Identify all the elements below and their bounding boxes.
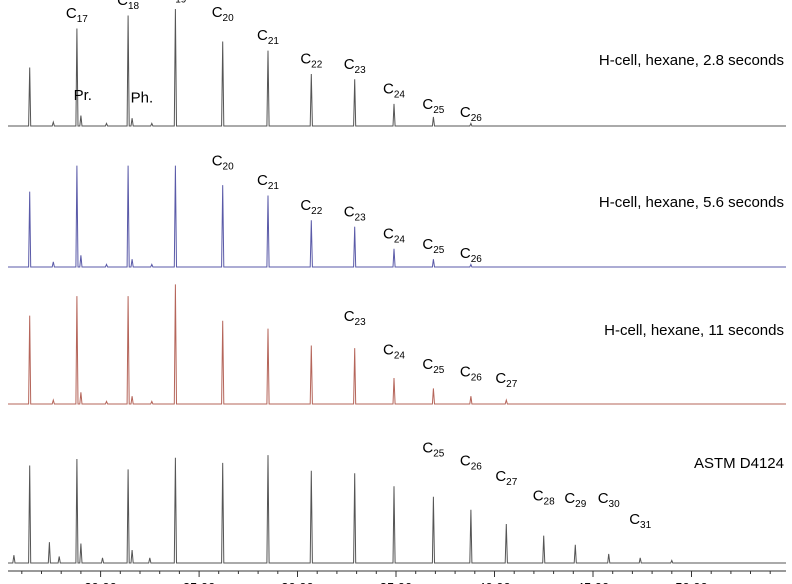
peak-label: C24 xyxy=(383,81,405,101)
trace-group-4: ASTM D4124 C25 C26 C27 C28 C29 C30 C31 xyxy=(8,440,786,564)
peak-label: C25 xyxy=(422,440,444,460)
peak-label: C26 xyxy=(460,364,482,384)
peak-label: C30 xyxy=(598,490,620,510)
x-tick-label: 35.00 xyxy=(380,580,413,584)
trace-title-1: H-cell, hexane, 2.8 seconds xyxy=(599,52,784,69)
x-tick-label: 30.00 xyxy=(281,580,314,584)
peak-label: C25 xyxy=(422,236,444,256)
peak-label: C25 xyxy=(422,96,444,116)
peak-label: C26 xyxy=(460,104,482,124)
trace-group-3: H-cell, hexane, 11 seconds C23 C24 C25 C26 C2… xyxy=(8,284,786,405)
peak-label: C21 xyxy=(257,27,279,47)
peak-label: C17 xyxy=(66,5,88,25)
peak-label: C22 xyxy=(300,197,322,217)
trace-group-2: H-cell, hexane, 5.6 seconds C20 C21 C22 C23 C… xyxy=(8,153,786,268)
x-tick-label: 50.00 xyxy=(675,580,708,584)
x-tick-label: 40.00 xyxy=(478,580,511,584)
traces-layer: H-cell, hexane, 2.8 seconds C17 C18 C19 C20 C… xyxy=(8,0,786,564)
x-tick-label: 20.00 xyxy=(84,580,117,584)
peak-label: C21 xyxy=(257,172,279,192)
x-axis: 20.00 25.00 30.00 35.00 40.00 45.00 50.00 xyxy=(8,570,786,584)
trace-line-2 xyxy=(8,165,786,268)
peak-label: Ph. xyxy=(131,90,154,107)
peak-label: C31 xyxy=(629,511,651,531)
peak-label: C27 xyxy=(495,370,517,390)
trace-group-1: H-cell, hexane, 2.8 seconds C17 C18 C19 C20 C… xyxy=(8,0,786,127)
peak-label: C25 xyxy=(422,356,444,376)
peak-label: C23 xyxy=(344,203,366,223)
peak-label: C26 xyxy=(460,453,482,473)
peak-label: C23 xyxy=(344,56,366,76)
peak-label: Pr. xyxy=(74,87,92,104)
peak-label: C23 xyxy=(344,308,366,328)
peak-label: C22 xyxy=(300,51,322,71)
peak-label: C20 xyxy=(212,4,234,24)
trace-title-4: ASTM D4124 xyxy=(694,455,784,472)
peak-label: C26 xyxy=(460,245,482,265)
peak-label: C24 xyxy=(383,342,405,362)
x-tick-label: 25.00 xyxy=(183,580,216,584)
trace-title-2: H-cell, hexane, 5.6 seconds xyxy=(599,194,784,211)
trace-line-4 xyxy=(8,455,786,564)
trace-title-3: H-cell, hexane, 11 seconds xyxy=(604,322,784,339)
peak-label: C28 xyxy=(533,488,555,508)
peak-label: C19 xyxy=(164,0,186,6)
peak-label: C18 xyxy=(117,0,139,12)
trace-line-3 xyxy=(8,284,786,405)
peak-label: C24 xyxy=(383,225,405,245)
trace-line-1 xyxy=(8,8,786,127)
peak-label: C29 xyxy=(564,490,586,510)
peak-label: C27 xyxy=(495,468,517,488)
peak-label: C20 xyxy=(212,153,234,173)
x-tick-label: 45.00 xyxy=(577,580,610,584)
